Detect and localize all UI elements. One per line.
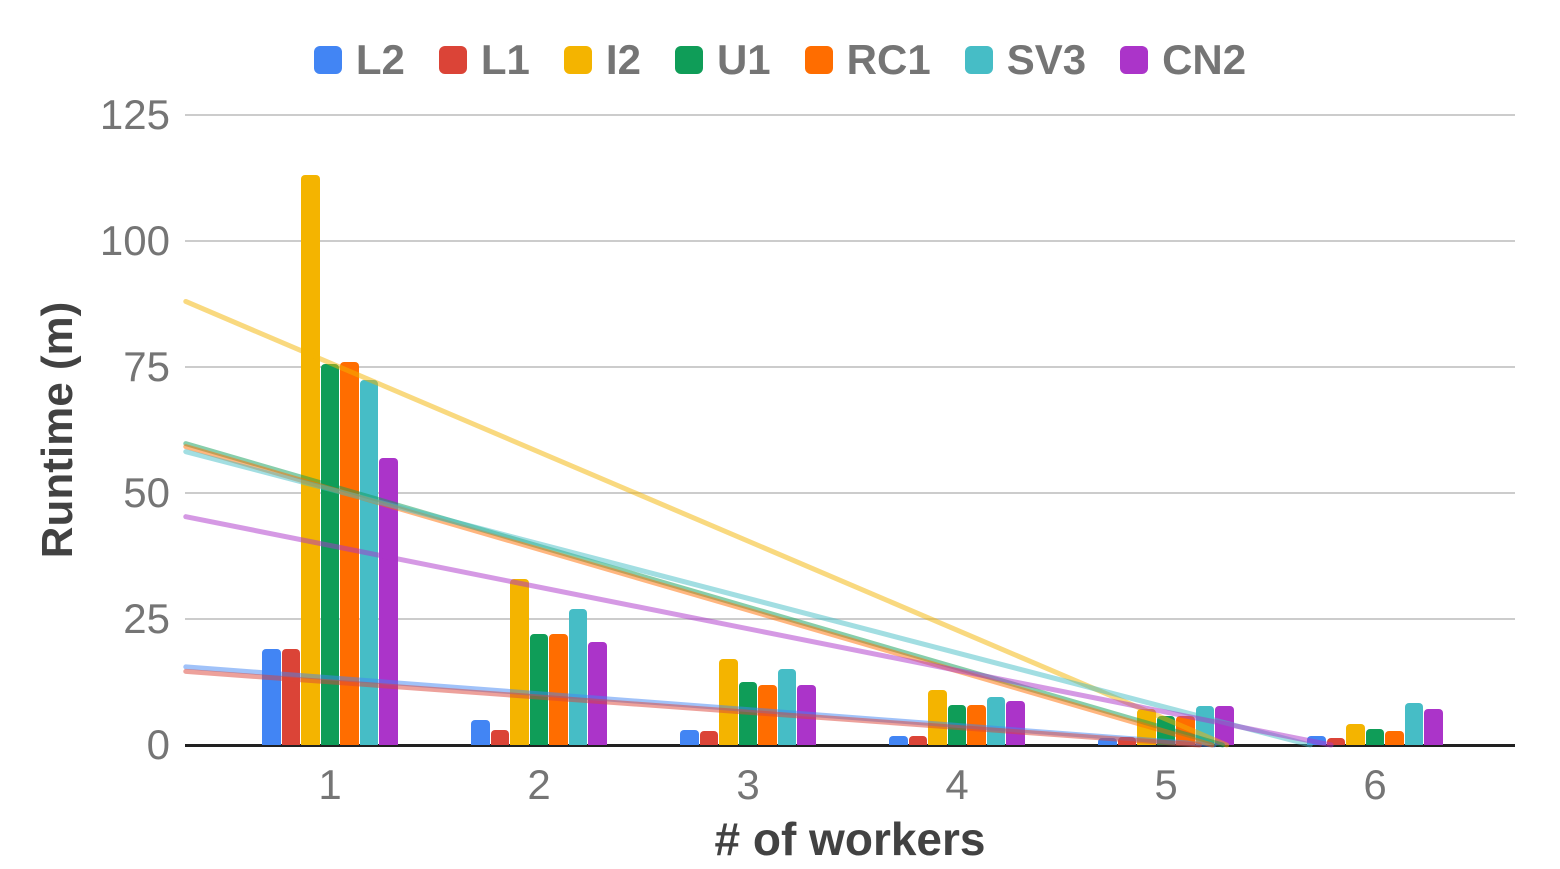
bar-SV3-workers-2 [568,608,588,745]
bar-L1-workers-3 [699,731,719,745]
x-tick-label-3: 3 [736,761,760,808]
legend: L2 L1 I2 U1 RC1 SV3 CN2 [0,36,1560,84]
bar-I2-workers-4 [928,689,947,745]
bar-SV3-workers-4 [986,697,1006,745]
y-tick-label-75: 75 [123,343,170,390]
legend-item-SV3: SV3 [964,36,1087,83]
legend-swatch-CN2 [1120,46,1149,74]
x-tick-label-4: 4 [945,761,969,808]
legend-swatch-RC1 [804,46,833,74]
legend-label: L2 [355,36,405,83]
bar-U1-workers-1 [320,364,340,745]
bar-U1-workers-6 [1365,728,1385,745]
y-tick-label-0: 0 [146,721,170,768]
gridline-75 [185,366,1515,368]
legend-swatch-U1 [674,46,703,74]
bar-CN2-workers-4 [1006,701,1025,745]
bar-SV3-workers-1 [359,379,379,745]
legend-item-I2: I2 [563,36,641,83]
x-tick-label-2: 2 [527,761,551,808]
legend-label: L1 [480,36,530,83]
bar-CN2-workers-6 [1424,708,1443,745]
x-tick-label-5: 5 [1154,761,1178,808]
legend-label: I2 [605,36,641,83]
legend-swatch-L1 [438,46,467,74]
bar-RC1-workers-4 [967,704,986,745]
y-tick-label-25: 25 [123,595,170,642]
gridline-100 [185,240,1515,242]
bar-CN2-workers-3 [797,684,816,745]
legend-item-RC1: RC1 [804,36,931,83]
legend-item-CN2: CN2 [1120,39,1246,81]
x-tick-label-1: 1 [318,761,342,808]
legend-label: RC1 [846,36,931,83]
bar-CN2-workers-2 [588,641,607,745]
bar-L2-workers-2 [471,719,490,745]
bar-U1-workers-3 [738,682,758,745]
bar-RC1-workers-5 [1176,715,1195,745]
bar-L2-workers-4 [889,736,908,745]
bar-RC1-workers-1 [340,361,359,745]
legend-label: SV3 [1006,36,1087,83]
bar-U1-workers-5 [1156,716,1176,745]
bar-L2-workers-3 [680,729,699,745]
bar-I2-workers-6 [1346,723,1365,745]
y-tick-label-100: 100 [99,217,170,264]
bar-I2-workers-5 [1137,708,1156,745]
bar-U1-workers-4 [947,704,967,745]
bar-L1-workers-6 [1326,738,1346,745]
bar-L2-workers-1 [262,649,281,745]
legend-item-L2: L2 [313,36,405,83]
x-tick-label-6: 6 [1363,761,1387,808]
legend-label: CN2 [1162,36,1247,83]
bar-L2-workers-6 [1307,735,1326,745]
bar-L1-workers-1 [281,649,301,745]
bar-CN2-workers-1 [379,457,398,745]
legend-swatch-L2 [313,46,342,74]
bar-CN2-workers-5 [1215,705,1234,745]
bar-RC1-workers-3 [758,684,777,745]
bar-I2-workers-1 [301,175,320,745]
legend-swatch-SV3 [964,46,993,74]
bar-SV3-workers-5 [1195,706,1215,745]
bar-L1-workers-5 [1117,737,1137,745]
bar-L2-workers-5 [1098,737,1117,745]
legend-label: U1 [716,36,771,83]
bar-RC1-workers-2 [549,634,568,745]
y-tick-label-125: 125 [99,91,170,138]
legend-item-U1: U1 [674,36,771,83]
legend-item-L1: L1 [438,36,530,83]
bar-L1-workers-4 [908,736,928,745]
bar-RC1-workers-6 [1385,730,1404,745]
bar-SV3-workers-6 [1404,703,1424,745]
legend-swatch-I2 [563,46,592,74]
bar-SV3-workers-3 [777,669,797,745]
bar-U1-workers-2 [529,634,549,745]
bar-L1-workers-2 [490,729,510,745]
bar-I2-workers-3 [719,659,738,745]
y-tick-label-50: 50 [123,469,170,516]
x-axis-title: # of workers [714,813,986,865]
gridline-125 [185,114,1515,116]
bar-I2-workers-2 [510,578,529,745]
y-axis-title: Runtime (m) [33,301,82,559]
